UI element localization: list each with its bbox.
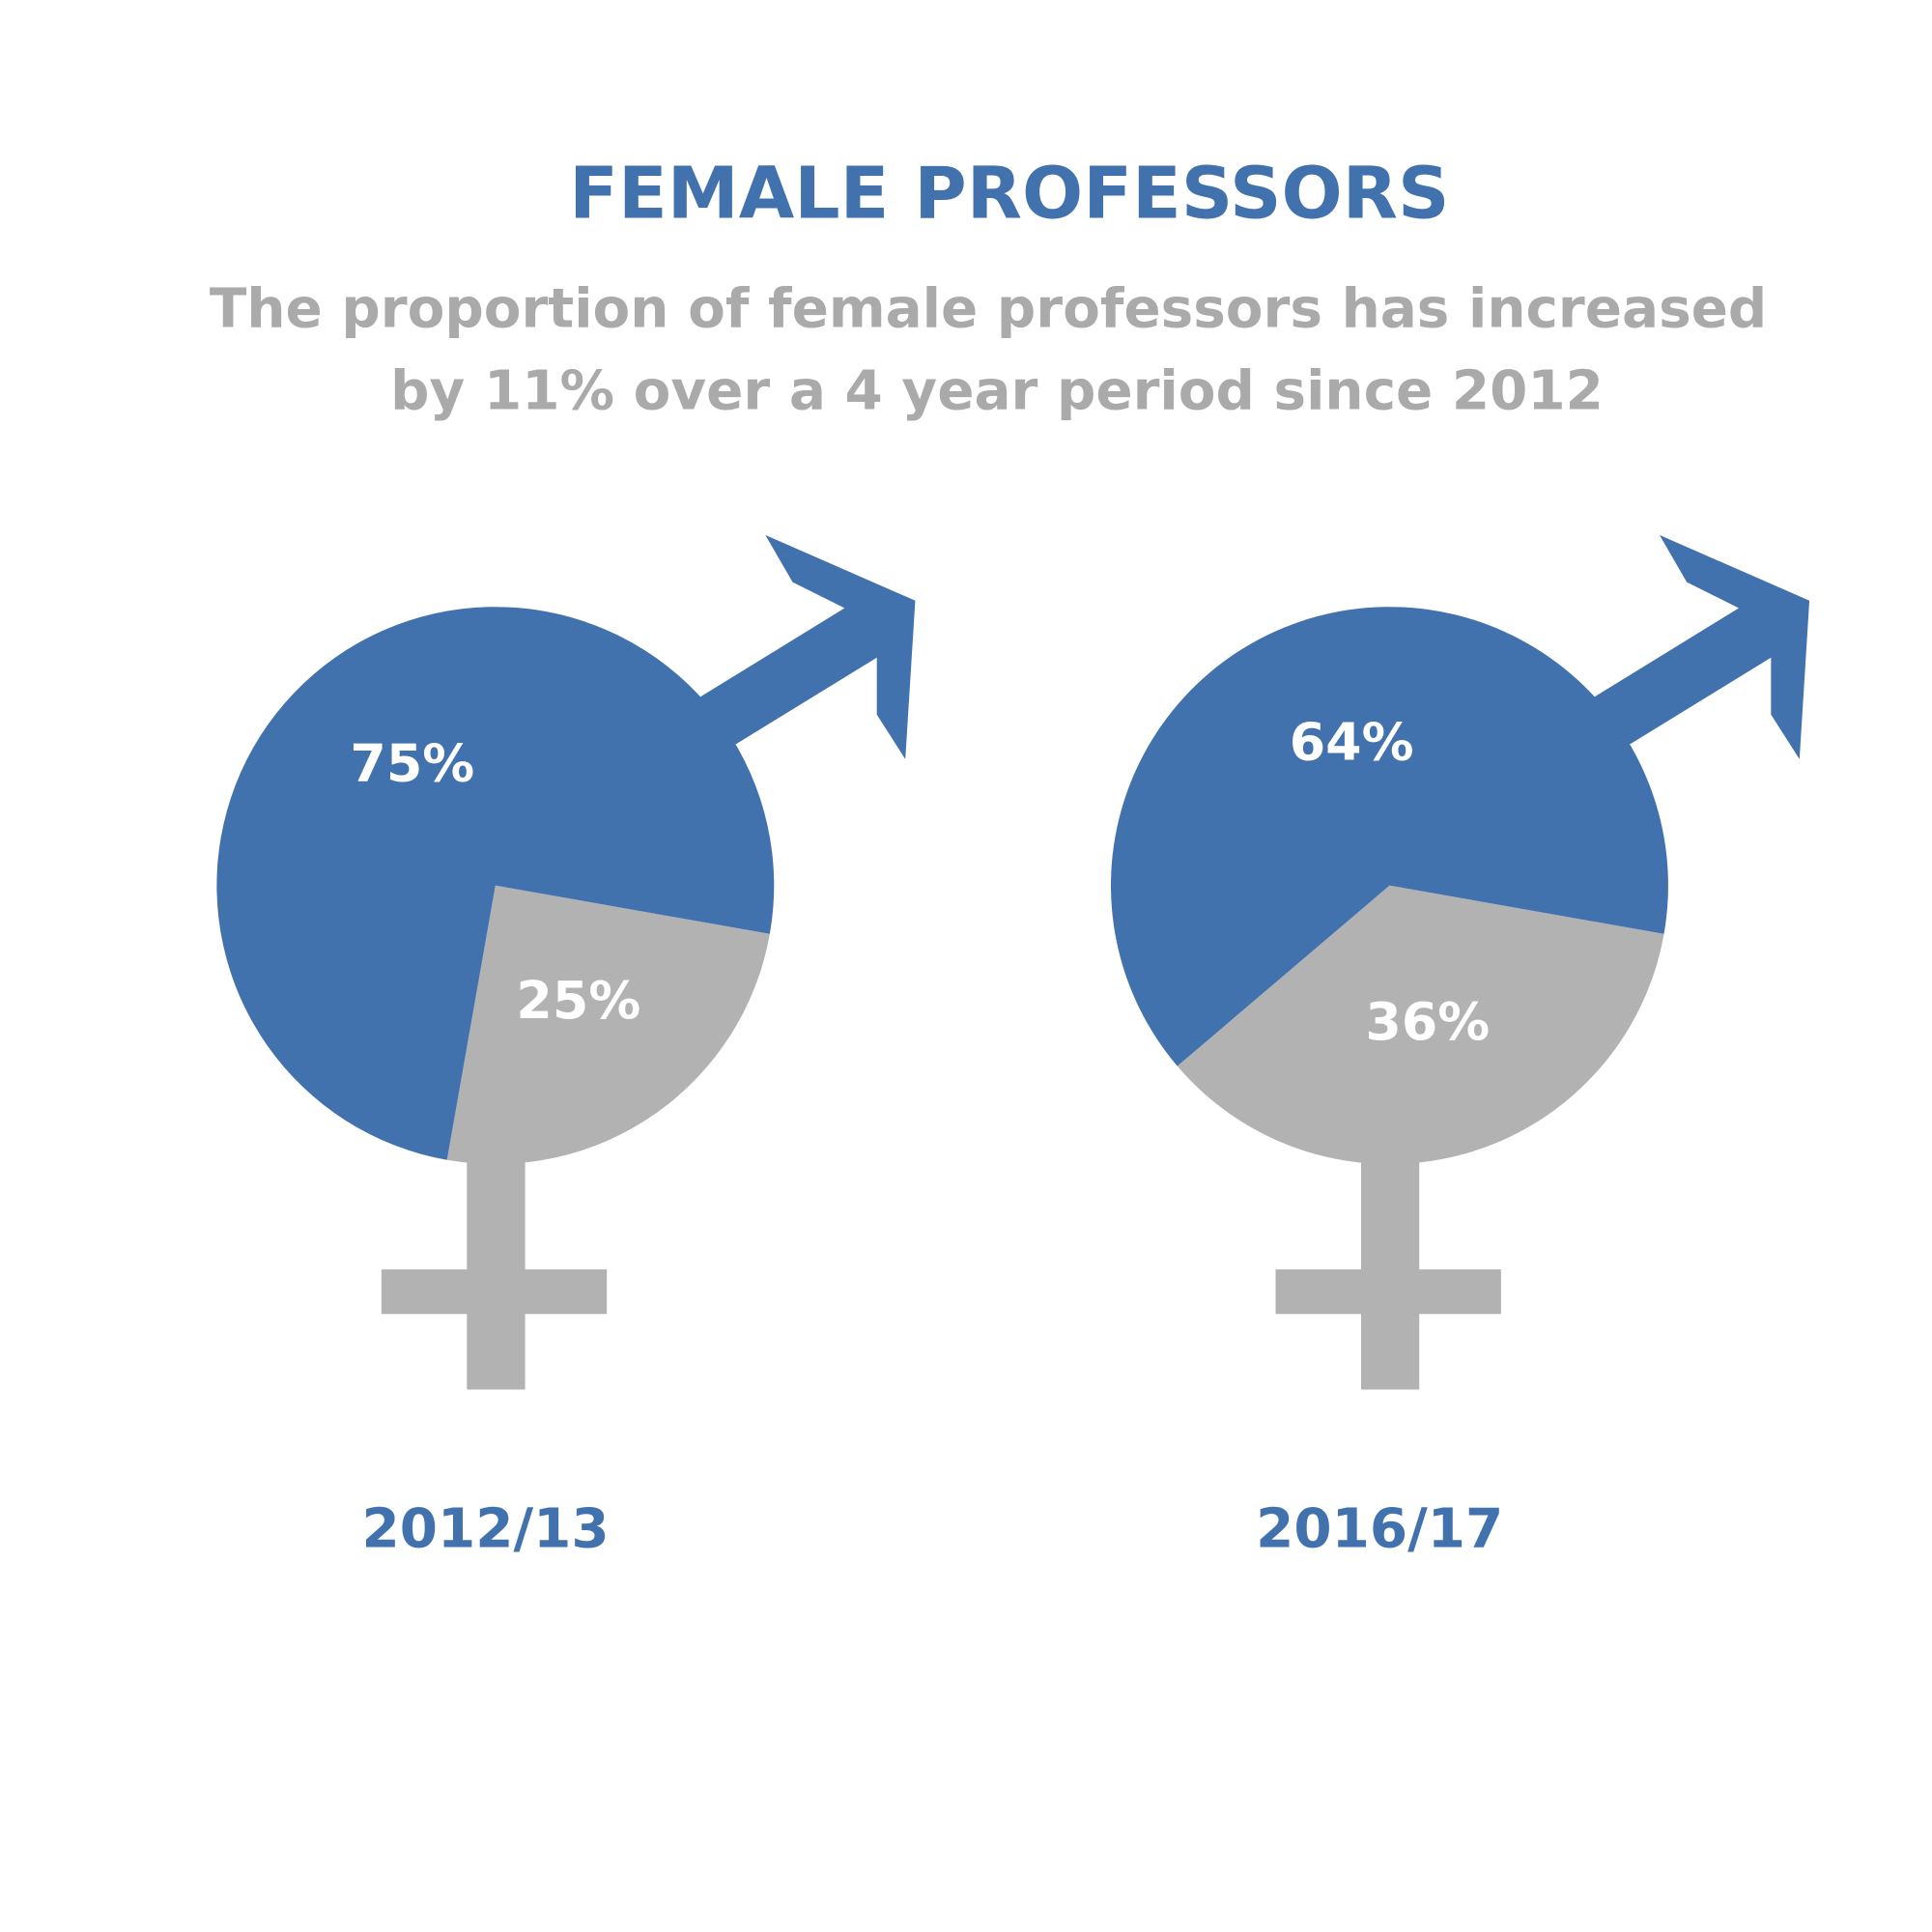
pie-slice [1111, 607, 1668, 1066]
pie-slice [216, 607, 775, 1160]
male-arrow [699, 534, 916, 759]
female-crossbar [381, 1269, 608, 1315]
chart-title: 2016/17 [1256, 1498, 1503, 1561]
chart-title: 2012/13 [362, 1498, 610, 1561]
pie-slice [446, 885, 770, 1165]
male-arrow [1594, 534, 1810, 759]
pie-label: 64% [1290, 712, 1414, 773]
pie-label: 75% [350, 732, 474, 793]
symbol-group [381, 534, 916, 1390]
female-crossbar [1275, 1269, 1501, 1315]
pie-label: 36% [1365, 991, 1490, 1052]
subtitle-line: by 11% over a 4 year period since 2012 [390, 359, 1604, 422]
subtitle-line: The proportion of female professors has … [210, 278, 1767, 341]
pie-label: 25% [516, 970, 640, 1031]
symbol-group [1275, 534, 1810, 1390]
title: FEMALE PROFESSORS [569, 152, 1449, 236]
pie-slice [1177, 885, 1664, 1165]
